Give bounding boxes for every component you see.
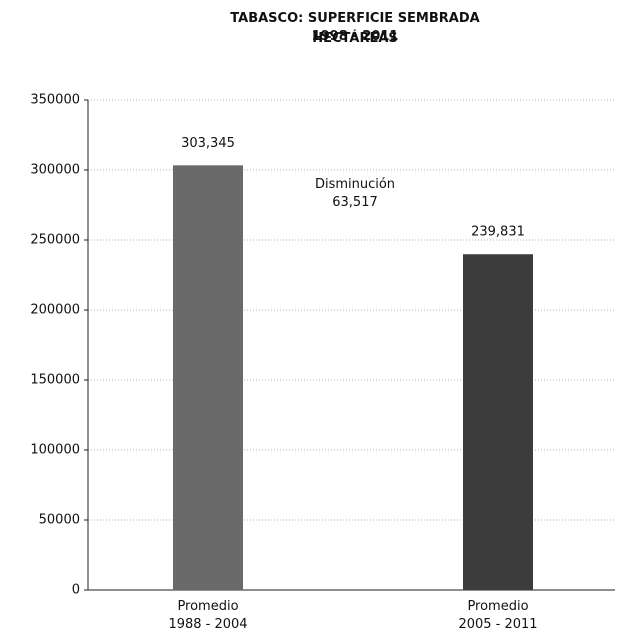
y-tick-label: 0 (72, 583, 80, 598)
y-tick-label: 150000 (30, 373, 80, 388)
bar (463, 254, 533, 590)
chart-title: TABASCO: SUPERFICIE SEMBRADA 1998 - 2011 (230, 11, 480, 44)
y-tick-label: 250000 (30, 233, 80, 248)
value-label: 303,345 (181, 136, 235, 151)
bar (173, 165, 243, 590)
x-tick-label: Promedio 1988 - 2004 (168, 599, 248, 632)
annotation: Disminución 63,517 (314, 177, 396, 210)
y-tick-label: 350000 (30, 93, 80, 108)
chart-subtitle: HECTÁREAS (312, 31, 398, 46)
y-tick-label: 200000 (30, 303, 80, 318)
y-tick-label: 100000 (30, 443, 80, 458)
value-label: 239,831 (471, 225, 525, 240)
y-tick-label: 50000 (39, 513, 80, 528)
y-tick-label: 300000 (30, 163, 80, 178)
x-tick-label: Promedio 2005 - 2011 (458, 599, 538, 632)
